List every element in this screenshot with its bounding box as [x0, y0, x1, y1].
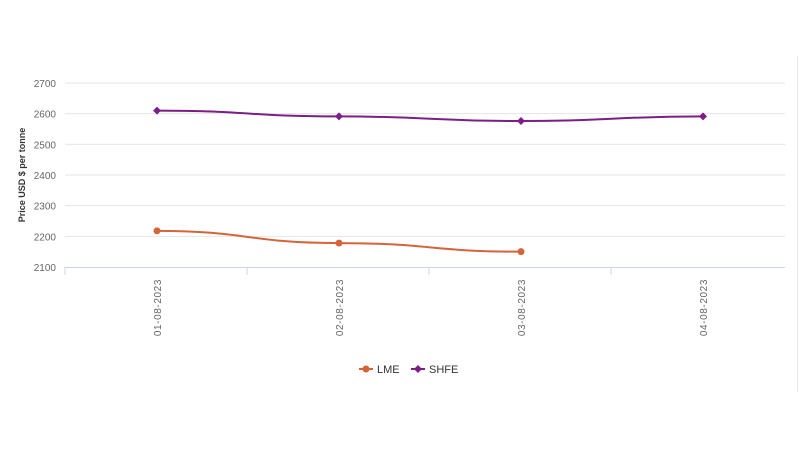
data-point-lme: [517, 248, 525, 256]
data-point-shfe: [517, 117, 525, 126]
legend: LME SHFE: [359, 364, 458, 376]
y-tick-label: 2600: [34, 110, 57, 121]
y-axis-title: Price USD $ per tonne: [17, 128, 27, 223]
y-tick-label: 2300: [34, 202, 57, 213]
data-point-shfe: [153, 106, 161, 115]
data-point-shfe: [699, 112, 707, 121]
y-tick-label: 2100: [34, 263, 57, 274]
x-tick-label: 04-08-2023: [699, 279, 710, 336]
series-line-shfe: [156, 109, 704, 123]
x-tick-label: 01-08-2023: [153, 279, 164, 336]
y-tick-label: 2500: [34, 140, 57, 151]
data-point-lme: [335, 239, 343, 247]
data-point-lme: [153, 227, 161, 235]
y-tick-label: 2400: [34, 171, 57, 182]
y-tick-label: 2200: [34, 232, 57, 243]
frame-edge-line: [797, 56, 798, 392]
legend-label-lme: LME: [377, 364, 400, 376]
x-tick-label: 02-08-2023: [335, 279, 346, 336]
axes: 2100 2200 2300 2400 2500 2600 2700 01-08-2023 02…: [17, 79, 785, 336]
series-lines: [153, 106, 707, 256]
legend-label-shfe: SHFE: [429, 364, 458, 376]
legend-swatch-marker-lme: [362, 365, 370, 373]
y-tick-label: 2700: [34, 79, 57, 90]
data-point-shfe: [335, 112, 343, 121]
legend-swatch-marker-shfe: [414, 365, 422, 373]
x-tick-label: 03-08-2023: [517, 279, 528, 336]
gridlines: [65, 82, 785, 237]
